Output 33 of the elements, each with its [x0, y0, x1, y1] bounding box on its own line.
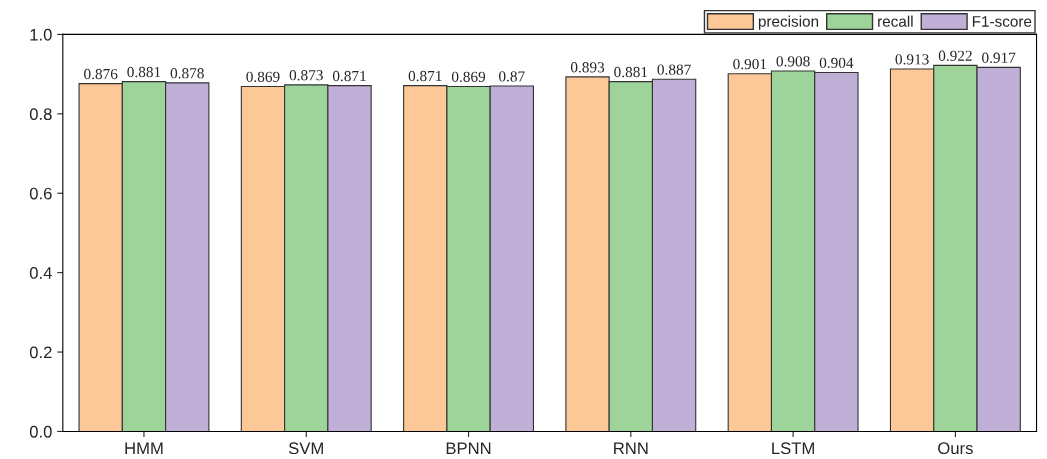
y-tick-label: 0.8	[29, 108, 52, 121]
x-tick-label: BPNN	[446, 442, 491, 454]
data-label: 0.871	[332, 70, 366, 82]
data-label: 0.876	[84, 68, 118, 80]
data-label: 0.922	[938, 50, 972, 61]
data-label: 0.908	[776, 56, 810, 67]
x-tick-label: Ours	[938, 442, 973, 455]
y-tick-label: 0.0	[29, 425, 52, 438]
data-label: 0.881	[127, 66, 161, 78]
x-tick-label: HMM	[125, 442, 163, 454]
y-tick-label: 0.6	[29, 187, 52, 200]
legend-label: recall	[878, 15, 913, 27]
data-label: 0.869	[246, 71, 280, 83]
x-tick-label: LSTM	[772, 442, 814, 455]
data-label: 0.873	[289, 70, 323, 81]
data-label: 0.87	[499, 71, 525, 82]
data-label: 0.871	[408, 70, 442, 82]
data-label: 0.904	[819, 57, 854, 69]
legend-label: F1-score	[972, 16, 1032, 27]
data-label: 0.878	[170, 68, 204, 79]
data-label: 0.869	[451, 71, 486, 83]
legend-label: precision	[758, 15, 819, 30]
data-label: 0.901	[733, 58, 767, 70]
data-label: 0.917	[982, 52, 1016, 63]
data-label: 0.913	[895, 54, 929, 65]
y-tick-label: 1.0	[30, 28, 52, 41]
x-tick-label: RNN	[614, 442, 648, 454]
data-label: 0.893	[570, 62, 605, 73]
data-label: 0.887	[657, 64, 691, 75]
data-label: 0.881	[614, 66, 648, 78]
x-tick-label: SVM	[288, 442, 323, 455]
y-tick-label: 0.2	[29, 346, 52, 359]
y-tick-label: 0.4	[29, 267, 52, 279]
